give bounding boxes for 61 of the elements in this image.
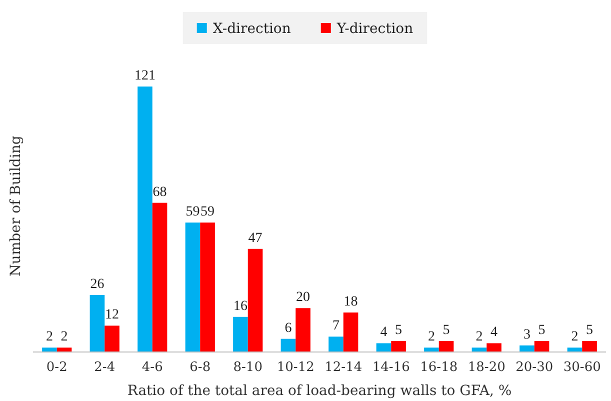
bar — [280, 338, 296, 352]
x-tick-label: 0-2 — [46, 360, 68, 376]
data-label: 121 — [134, 68, 156, 84]
data-label: 2 — [46, 330, 53, 345]
bar — [534, 341, 550, 352]
data-label: 7 — [332, 318, 340, 334]
data-label: 20 — [296, 290, 310, 306]
x-tick-label: 4-6 — [142, 360, 163, 376]
data-label: 6 — [284, 320, 292, 336]
y-axis-title: Number of Building — [8, 136, 24, 276]
bar — [376, 343, 392, 352]
bar — [185, 222, 200, 352]
data-label: 59 — [186, 204, 200, 220]
x-tick-label: 18-20 — [468, 360, 506, 376]
data-label: 2 — [571, 330, 578, 345]
data-label: 2 — [476, 330, 483, 345]
bar — [438, 341, 454, 352]
legend-label: Y-direction — [336, 21, 414, 37]
bar — [424, 348, 439, 352]
legend-label: X-direction — [212, 21, 291, 37]
data-label: 5 — [442, 323, 450, 338]
bar — [90, 294, 105, 352]
bar — [104, 326, 120, 352]
data-label: 18 — [344, 294, 358, 310]
bar — [138, 86, 152, 352]
bar — [391, 341, 406, 352]
data-label: 5 — [395, 323, 402, 338]
data-label: 12 — [105, 308, 120, 323]
x-tick-label: 14-16 — [372, 360, 410, 376]
bar — [486, 343, 502, 352]
bar — [248, 248, 263, 352]
bar — [328, 336, 344, 352]
x-tick-label: 10-12 — [276, 360, 314, 376]
bar — [520, 345, 534, 352]
data-label: 2 — [428, 330, 435, 345]
x-tick-label: 8-10 — [233, 360, 262, 376]
x-tick-label: 16-18 — [420, 360, 458, 376]
data-label: 5 — [538, 323, 546, 338]
bar — [42, 348, 57, 352]
data-label: 4 — [380, 325, 388, 340]
x-tick-label: 6-8 — [190, 360, 211, 376]
x-tick-label: 20-30 — [516, 360, 554, 376]
x-axis-title: Ratio of the total area of load-bearing walls to GFA, % — [127, 383, 512, 399]
data-label: 26 — [90, 276, 104, 292]
bar — [152, 202, 168, 352]
data-label: 16 — [233, 298, 248, 314]
data-label: 3 — [523, 327, 530, 342]
x-tick-label: 12-14 — [324, 360, 362, 376]
data-label: 59 — [200, 204, 215, 220]
data-label: 4 — [490, 325, 498, 340]
x-tick-label: 30-60 — [563, 360, 601, 376]
data-label: 47 — [248, 230, 262, 246]
data-label: 68 — [152, 184, 167, 200]
bar — [343, 312, 358, 352]
bar — [582, 341, 597, 352]
x-tick-label: 2-4 — [94, 360, 116, 376]
data-label: 5 — [586, 323, 594, 338]
bar — [200, 222, 215, 352]
bar — [233, 316, 248, 352]
data-label: 2 — [60, 330, 68, 345]
bar — [296, 308, 310, 352]
